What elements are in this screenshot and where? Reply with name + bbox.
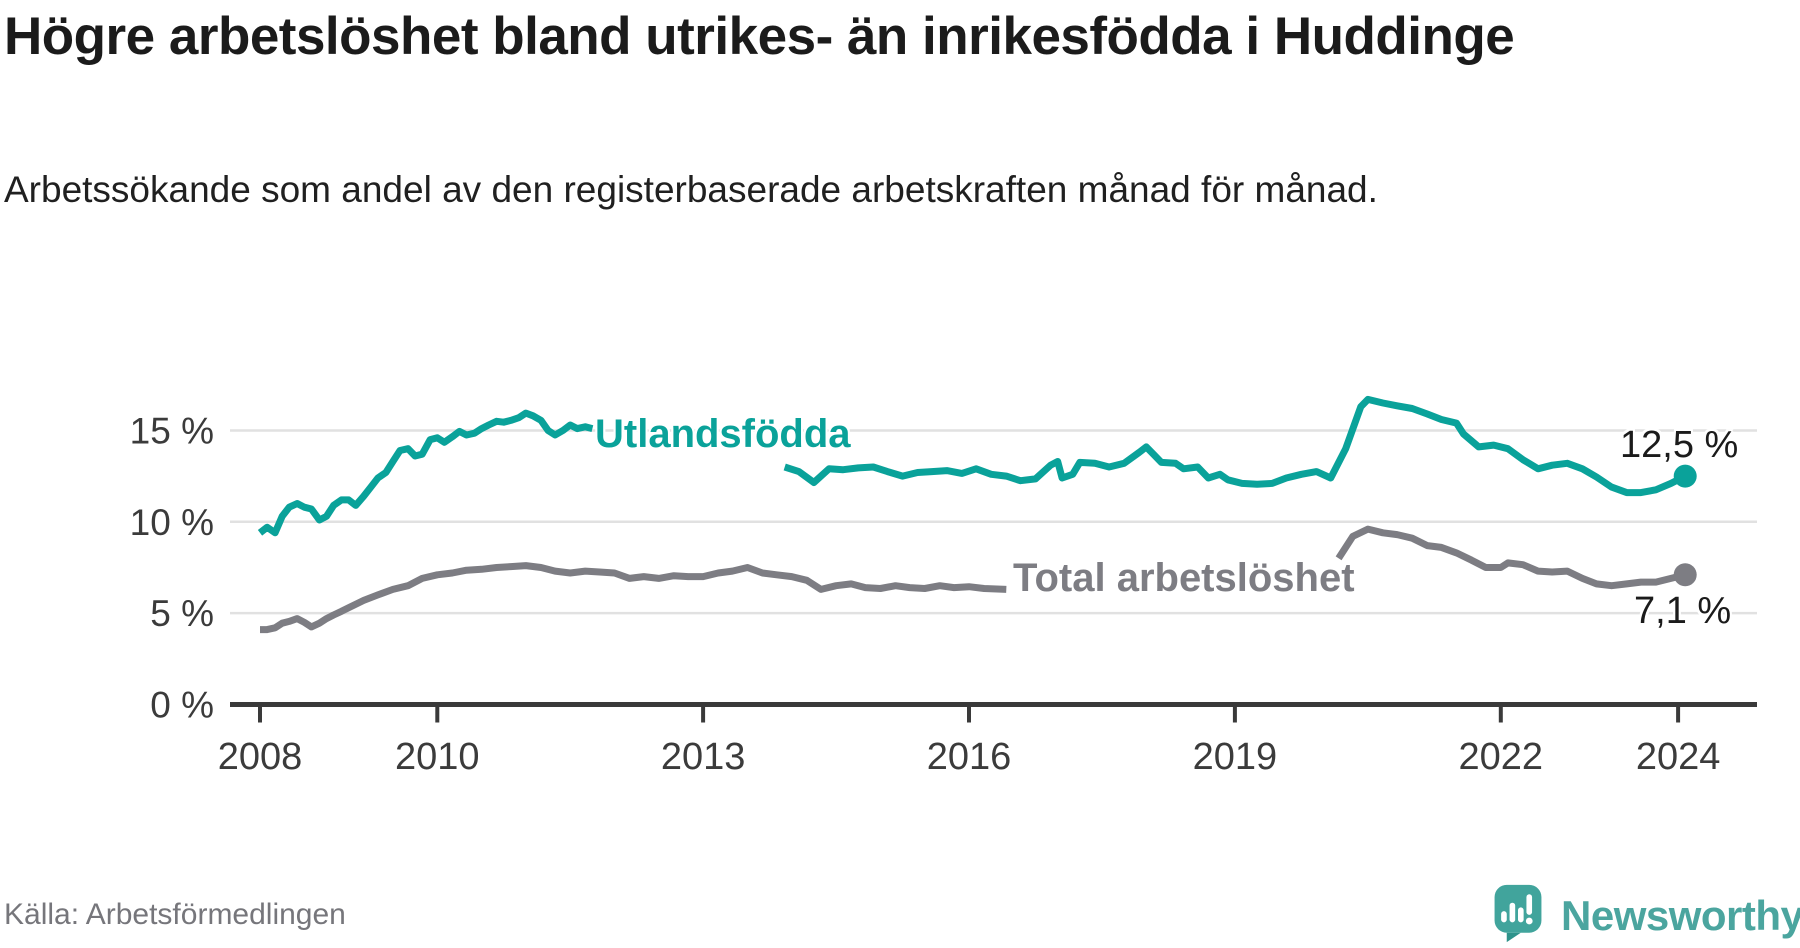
chart-subtitle: Arbetssökande som andel av den registerb… [4, 169, 1378, 210]
newsworthy-speech-bubble-chart-icon [1488, 882, 1548, 948]
svg-text:2024: 2024 [1636, 736, 1721, 778]
svg-text:0 %: 0 % [150, 685, 214, 726]
svg-text:2008: 2008 [218, 736, 303, 778]
svg-text:2022: 2022 [1459, 736, 1544, 778]
svg-text:10 %: 10 % [130, 502, 214, 543]
svg-text:2019: 2019 [1193, 736, 1278, 778]
svg-text:2013: 2013 [661, 736, 746, 778]
page-title: Högre arbetslöshet bland utrikes- än inr… [4, 7, 1515, 66]
source-caption: Källa: Arbetsförmedlingen [4, 898, 346, 931]
svg-text:2010: 2010 [395, 736, 480, 778]
series-label-utlandsfodda: Utlandsfödda [595, 412, 851, 456]
newsworthy-wordmark: Newsworthy [1561, 891, 1800, 939]
series-label-total-arbetsloshet: Total arbetslöshet [1013, 556, 1355, 600]
svg-text:2016: 2016 [927, 736, 1012, 778]
svg-text:5 %: 5 % [150, 593, 214, 634]
end-value-total-arbetsloshet: 7,1 % [1634, 590, 1732, 632]
end-value-utlandsfodda: 12,5 % [1620, 424, 1739, 466]
newsworthy-logo[interactable]: Newsworthy [1488, 882, 1800, 948]
svg-text:15 %: 15 % [130, 410, 214, 451]
